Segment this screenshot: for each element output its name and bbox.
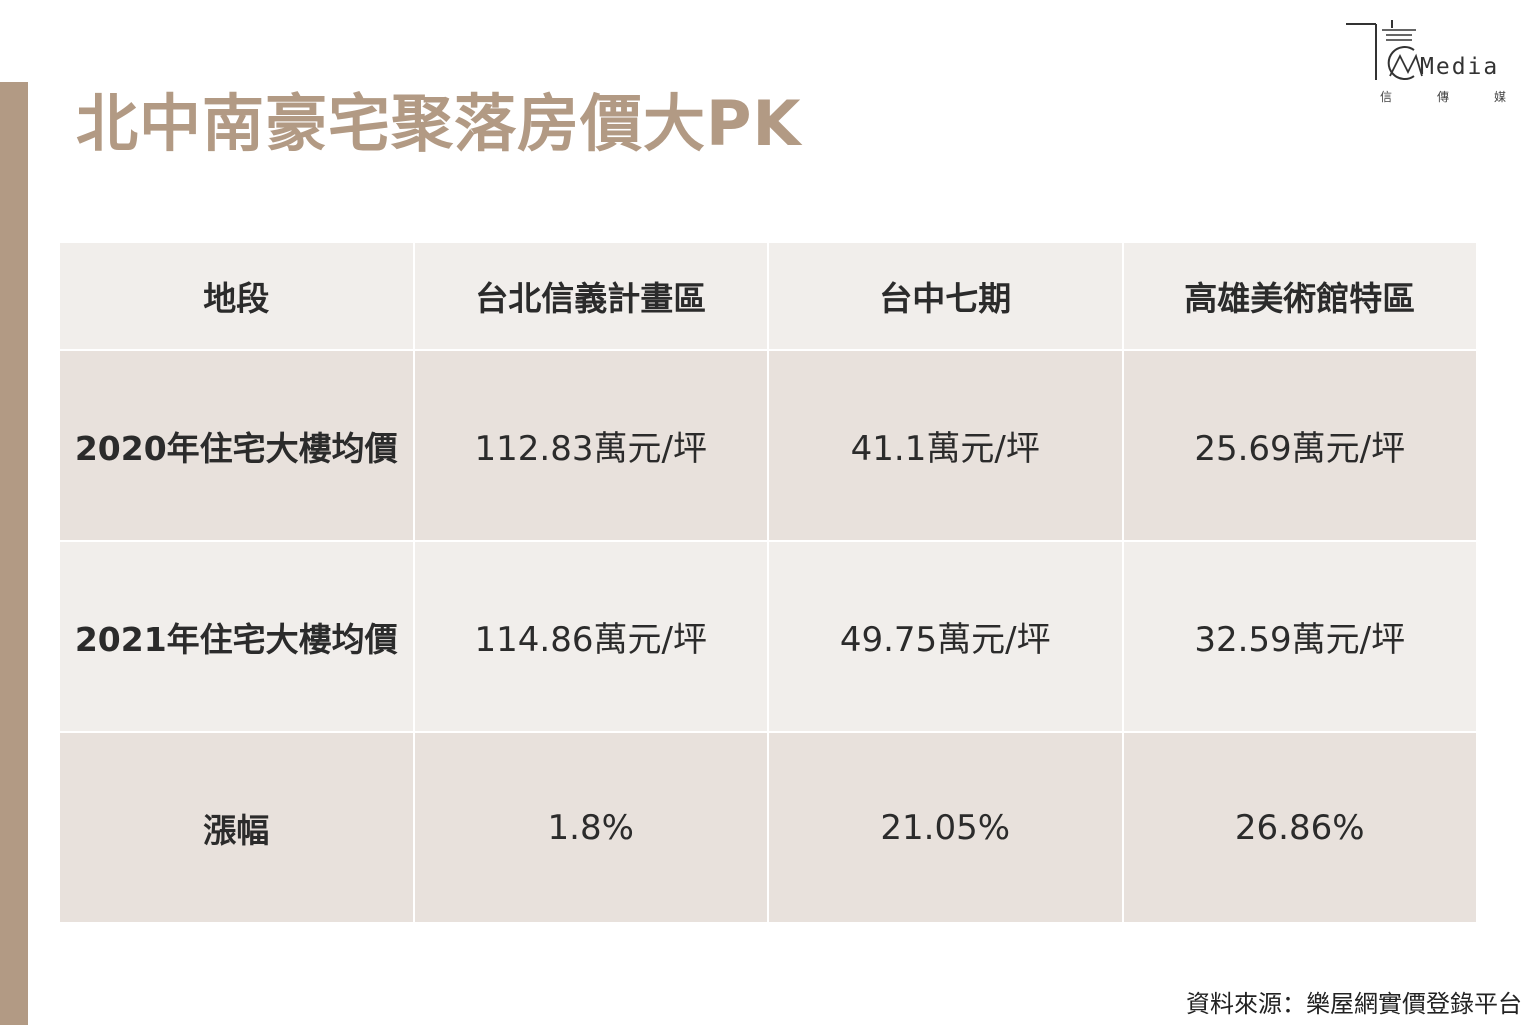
media-logo: Media 信 傳 媒 xyxy=(1342,18,1512,108)
logo-char: 傳 xyxy=(1436,90,1449,104)
table-cell: 26.86% xyxy=(1123,733,1476,922)
table-row: 2021年住宅大樓均價 114.86萬元/坪 49.75萬元/坪 32.59萬元… xyxy=(60,542,1476,731)
table-header-row: 地段 台北信義計畫區 台中七期 高雄美術館特區 xyxy=(60,243,1476,349)
logo-chinese-name: 信 傳 媒 xyxy=(1380,88,1506,105)
logo-mark-icon xyxy=(1346,20,1423,80)
table-row: 2020年住宅大樓均價 112.83萬元/坪 41.1萬元/坪 25.69萬元/… xyxy=(60,351,1476,540)
column-header: 高雄美術館特區 xyxy=(1123,243,1476,349)
logo-char: 媒 xyxy=(1493,90,1506,104)
table-cell: 21.05% xyxy=(769,733,1122,922)
table-cell: 114.86萬元/坪 xyxy=(414,542,767,731)
table-cell: 25.69萬元/坪 xyxy=(1123,351,1476,540)
table-cell: 49.75萬元/坪 xyxy=(769,542,1122,731)
row-label: 2021年住宅大樓均價 xyxy=(60,542,413,731)
column-header: 台北信義計畫區 xyxy=(414,243,767,349)
page-title: 北中南豪宅聚落房價大PK xyxy=(76,87,802,160)
column-header: 台中七期 xyxy=(769,243,1122,349)
data-source-note: 資料來源：樂屋網實價登錄平台 xyxy=(1186,990,1522,1018)
column-header: 地段 xyxy=(60,243,413,349)
table-cell: 1.8% xyxy=(414,733,767,922)
table-cell: 112.83萬元/坪 xyxy=(414,351,767,540)
logo-char: 信 xyxy=(1380,90,1393,104)
table-row: 漲幅 1.8% 21.05% 26.86% xyxy=(60,733,1476,922)
table-cell: 41.1萬元/坪 xyxy=(769,351,1122,540)
table-cell: 32.59萬元/坪 xyxy=(1123,542,1476,731)
price-comparison-table: 地段 台北信義計畫區 台中七期 高雄美術館特區 2020年住宅大樓均價 112.… xyxy=(58,241,1478,924)
logo-wordmark: Media xyxy=(1420,54,1500,80)
row-label: 漲幅 xyxy=(60,733,413,922)
row-label: 2020年住宅大樓均價 xyxy=(60,351,413,540)
left-accent-bar xyxy=(0,82,28,1025)
